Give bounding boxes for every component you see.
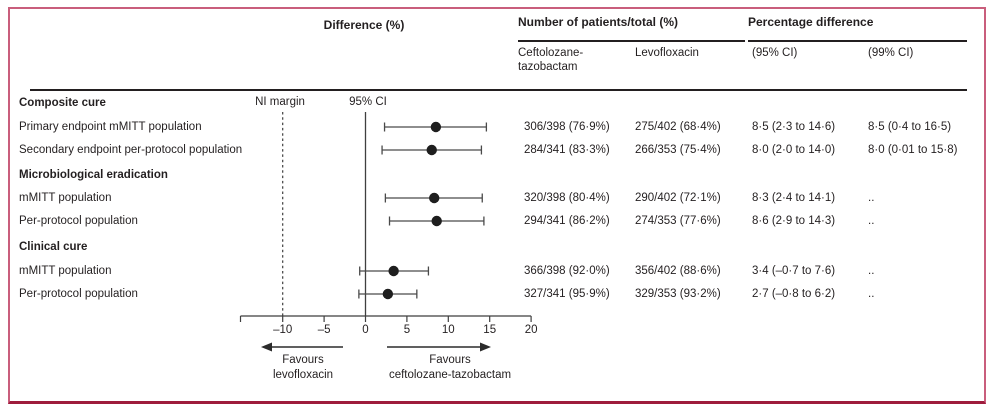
cell-99ci: .. [868, 192, 875, 204]
cell-99ci: .. [868, 265, 875, 277]
row-label: Per-protocol population [19, 215, 138, 227]
cell-95ci: 8·3 (2·4 to 14·1) [752, 192, 836, 204]
cell-levofloxacin: 266/353 (75·4%) [635, 144, 721, 156]
cell-ceftolozane-tazobactam: 306/398 (76·9%) [524, 121, 610, 133]
row-label: mMITT population [19, 192, 112, 204]
column-header-patients: Number of patients/total (%) [518, 15, 679, 29]
cell-99ci: 8·5 (0·4 to 16·5) [868, 121, 952, 133]
patients-header-underline [518, 40, 745, 42]
point-estimate-marker [388, 265, 399, 277]
cell-levofloxacin: 275/402 (68·4%) [635, 121, 721, 133]
cell-95ci: 8·5 (2·3 to 14·6) [752, 121, 836, 133]
point-estimate-marker [429, 192, 440, 204]
cell-levofloxacin: 356/402 (88·6%) [635, 265, 721, 277]
cell-95ci: 2·7 (–0·8 to 6·2) [752, 288, 836, 300]
header-rule [30, 89, 967, 91]
row-label: Primary endpoint mMITT population [19, 121, 202, 133]
percentage-header-underline [748, 40, 967, 42]
ni-margin-label: NI margin [255, 96, 305, 108]
axis-tick-label: 15 [483, 324, 496, 336]
favours-levofloxacin-label: Favours levofloxacin [273, 353, 333, 383]
axis-tick-label: 0 [362, 324, 368, 336]
axis-tick-label: –10 [273, 324, 292, 336]
column-subheader-ceftolozane-tazobactam: Ceftolozane- tazobactam [518, 46, 583, 74]
column-header-difference: Difference (%) [323, 18, 405, 32]
column-subheader-99ci: (99% CI) [868, 47, 914, 59]
cell-99ci: 8·0 (0·01 to 15·8) [868, 144, 958, 156]
row-label: Secondary endpoint per-protocol populati… [19, 144, 243, 156]
axis-tick-label: 5 [404, 324, 410, 336]
cell-levofloxacin: 290/402 (72·1%) [635, 192, 721, 204]
cell-levofloxacin: 274/353 (77·6%) [635, 215, 721, 227]
column-header-percentage-difference: Percentage difference [748, 15, 874, 29]
favours-left-line1: Favours [282, 354, 324, 366]
axis-tick-label: 20 [525, 324, 538, 336]
cell-95ci: 3·4 (–0·7 to 7·6) [752, 265, 836, 277]
row-label: Clinical cure [19, 241, 88, 253]
cell-ceftolozane-tazobactam: 320/398 (80·4%) [524, 192, 610, 204]
ceftolozane-line2: tazobactam [518, 61, 578, 73]
ceftolozane-line1: Ceftolozane- [518, 47, 584, 59]
ci95-line-label: 95% CI [349, 96, 387, 108]
axis-tick-label: 10 [442, 324, 455, 336]
favours-left-arrowhead [261, 342, 272, 352]
cell-99ci: .. [868, 288, 875, 300]
column-subheader-levofloxacin: Levofloxacin [635, 47, 699, 59]
favours-right-line1: Favours [429, 354, 471, 366]
cell-ceftolozane-tazobactam: 366/398 (92·0%) [524, 265, 610, 277]
cell-ceftolozane-tazobactam: 284/341 (83·3%) [524, 144, 610, 156]
cell-95ci: 8·0 (2·0 to 14·0) [752, 144, 836, 156]
row-label: Per-protocol population [19, 288, 138, 300]
cell-ceftolozane-tazobactam: 294/341 (86·2%) [524, 215, 610, 227]
favours-ceftolozane-label: Favours ceftolozane-tazobactam [389, 353, 511, 383]
cell-95ci: 8·6 (2·9 to 14·3) [752, 215, 836, 227]
favours-right-arrowhead [480, 342, 491, 352]
point-estimate-marker [426, 144, 437, 156]
row-label: mMITT population [19, 265, 112, 277]
point-estimate-marker [430, 121, 442, 133]
point-estimate-marker [431, 215, 442, 227]
cell-levofloxacin: 329/353 (93·2%) [635, 288, 721, 300]
point-estimate-marker [382, 288, 394, 300]
column-subheader-95ci: (95% CI) [752, 47, 798, 59]
row-label: Microbiological eradication [19, 169, 168, 181]
cell-ceftolozane-tazobactam: 327/341 (95·9%) [524, 288, 610, 300]
cell-99ci: .. [868, 215, 875, 227]
figure-frame [8, 7, 986, 404]
row-label: Composite cure [19, 97, 106, 109]
favours-left-line2: levofloxacin [272, 369, 334, 381]
favours-right-line2: ceftolozane-tazobactam [388, 369, 512, 381]
axis-tick-label: –5 [318, 324, 331, 336]
